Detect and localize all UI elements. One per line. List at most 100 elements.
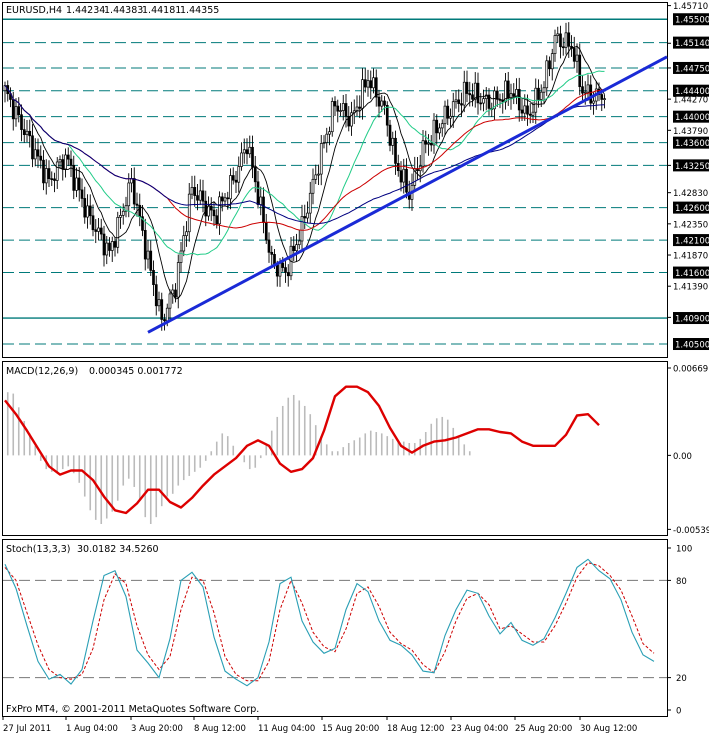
candle-body	[559, 33, 562, 48]
candle-body	[297, 240, 301, 246]
candle-body	[443, 105, 447, 125]
price-axis-label: 1.41390	[673, 283, 708, 293]
candle-body	[421, 140, 425, 167]
candle-body	[427, 142, 430, 145]
candle-body	[31, 135, 34, 160]
candle-body	[495, 90, 499, 100]
price-axis-label: 1.41870	[673, 252, 708, 262]
candle-body	[440, 123, 444, 129]
price-level-tag	[673, 61, 709, 74]
price-level-tag	[673, 136, 709, 149]
stoch-axis-label: 20	[676, 674, 687, 684]
candle-body	[347, 115, 351, 127]
candle-body	[468, 93, 472, 96]
candle-body	[14, 106, 18, 120]
candle-body	[22, 129, 26, 136]
candle-body	[476, 82, 480, 104]
candle-body	[42, 159, 45, 184]
macd-axis-label: -0.00539	[673, 526, 709, 536]
price-level-tag-label: 1.44400	[675, 87, 709, 97]
candle-body	[20, 114, 23, 130]
price-level-tag	[673, 36, 709, 49]
candle-body	[11, 99, 15, 120]
candle-body	[77, 177, 81, 191]
candle-body	[383, 100, 386, 106]
candle-body	[363, 79, 367, 88]
candle-body	[600, 94, 604, 100]
candle-body	[328, 131, 331, 135]
candle-body	[278, 262, 282, 277]
candle-body	[39, 155, 43, 161]
macd-values: 0.000345 0.001772	[89, 366, 183, 377]
candle-body	[182, 235, 186, 252]
price-axis-label: 1.42830	[673, 189, 708, 199]
symbol-label: EURUSD,H4	[6, 5, 62, 16]
candle-body	[561, 46, 565, 49]
candle-body	[405, 168, 408, 193]
candle-body	[201, 190, 205, 202]
candle-body	[163, 319, 166, 322]
macd-signal-line	[4, 385, 600, 515]
macd-panel: 0.00669 0.00 -0.00539	[4, 365, 709, 536]
candle-body	[25, 130, 29, 136]
candle-body	[223, 197, 227, 202]
candle-body	[196, 195, 199, 201]
candle-body	[295, 244, 298, 252]
candle-body	[424, 140, 428, 145]
candle-body	[394, 137, 397, 164]
candle-body	[72, 164, 76, 191]
candle-body	[146, 250, 150, 260]
candle-body	[198, 190, 202, 201]
candle-body	[432, 119, 436, 146]
stoch-panel: 100 80 20 0	[3, 545, 692, 717]
time-axis-label: 23 Aug 04:00	[451, 724, 508, 734]
stoch-signal-line	[4, 562, 655, 682]
candle-body	[506, 80, 510, 99]
candle-body	[176, 262, 180, 298]
candle-body	[504, 80, 507, 103]
time-axis-label: 3 Aug 20:00	[131, 724, 183, 734]
candle-body	[264, 222, 268, 241]
candle-body	[512, 93, 516, 97]
candle-body	[116, 217, 120, 248]
candle-body	[108, 242, 111, 251]
candle-body	[28, 130, 32, 137]
price-level-tag-label: 1.44750	[675, 64, 709, 74]
time-axis-label: 11 Aug 04:00	[258, 724, 315, 734]
candle-body	[69, 158, 73, 166]
candle-body	[55, 161, 59, 181]
candle-body	[553, 35, 557, 54]
candle-body	[603, 98, 606, 100]
candle-body	[44, 168, 48, 184]
price-axis-label: 1.42350	[673, 220, 708, 230]
candle-body	[385, 104, 389, 126]
candle-body	[581, 86, 584, 94]
candle-body	[218, 196, 221, 225]
stoch-axis-label: 80	[676, 577, 687, 587]
price-panel: 1.457101.451301.447501.442701.437901.432…	[3, 2, 709, 351]
candle-body	[3, 85, 7, 92]
candle-body	[275, 264, 279, 277]
price-axis-label: 1.43790	[673, 127, 708, 137]
candle-body	[449, 115, 452, 119]
candle-body	[91, 215, 95, 231]
candle-body	[451, 101, 455, 117]
candle-body	[220, 196, 224, 202]
candle-body	[462, 81, 466, 106]
candle-body	[141, 216, 144, 231]
candles	[3, 22, 606, 331]
candle-body	[564, 32, 568, 48]
candle-body	[493, 90, 496, 110]
candle-body	[292, 245, 296, 252]
candle-body	[542, 87, 546, 93]
candle-body	[300, 216, 304, 242]
trendline	[147, 55, 668, 334]
candle-body	[435, 119, 439, 134]
candle-body	[528, 113, 532, 116]
candle-body	[179, 250, 183, 263]
candle-body	[174, 289, 177, 298]
price-level-tag-label: 1.45140	[675, 39, 709, 49]
candle-body	[366, 80, 370, 88]
candle-body	[374, 77, 378, 98]
